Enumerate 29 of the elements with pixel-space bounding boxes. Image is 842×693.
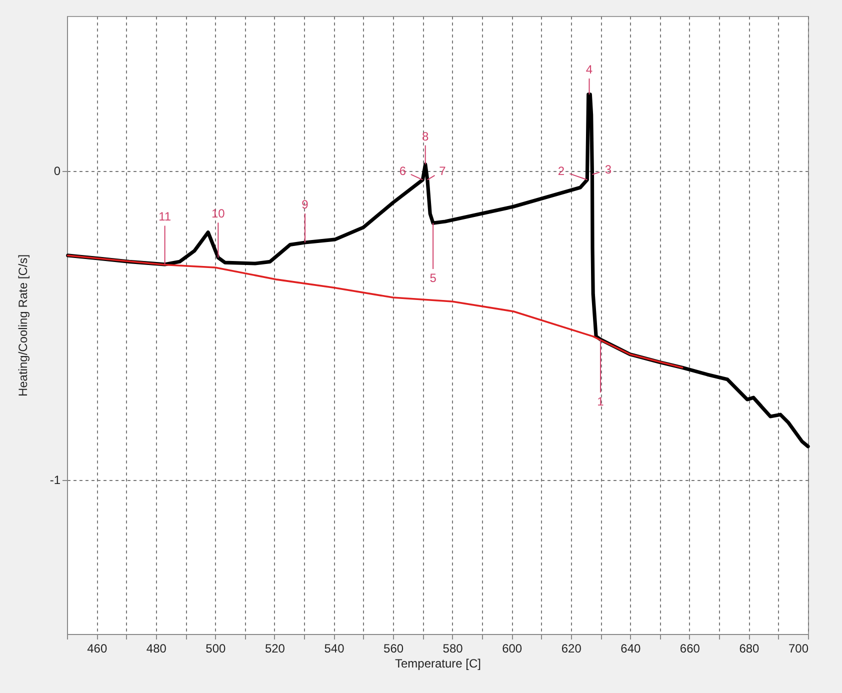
x-tick-label: 580 [442,642,464,656]
annotation: 6 [399,164,406,178]
x-tick-label: 480 [146,642,167,656]
y-axis-title: Heating/Cooling Rate [C/s] [16,254,30,397]
annotation: 9 [302,197,309,212]
x-tick-label: 520 [264,642,286,656]
x-tick-label: 660 [680,642,700,656]
annotation: 7 [439,164,446,178]
x-tick-label: 640 [620,642,641,656]
annotation: 1 [597,394,604,409]
annotation: 11 [158,210,172,224]
annotation: 3 [604,162,612,177]
annotation: 8 [422,129,430,144]
x-tick-label: 500 [206,642,226,656]
annotation: 5 [430,271,437,286]
y-tick-label: -1 [50,473,61,487]
annotation: 2 [558,164,565,178]
x-axis-title: Temperature [C] [394,656,482,670]
x-tick-label: 560 [384,642,404,656]
annotation: 10 [211,206,226,221]
x-tick-label: 600 [502,642,522,656]
x-tick-label: 620 [561,642,582,656]
annotation: 4 [586,62,593,76]
x-tick-label: 680 [739,642,760,656]
line-series [66,254,684,369]
x-tick-label: 540 [324,642,345,656]
y-tick-label: 0 [54,164,61,178]
x-tick-label: 460 [87,642,108,656]
x-tick-label: 700 [788,642,809,656]
